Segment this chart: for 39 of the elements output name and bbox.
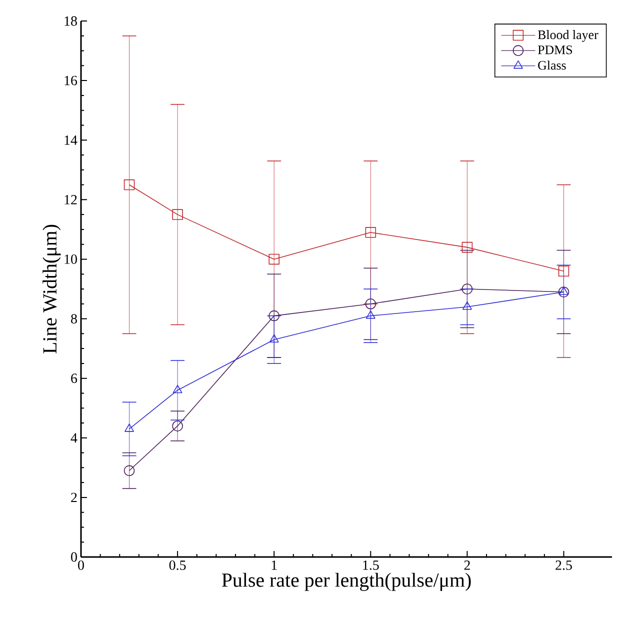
point	[559, 286, 568, 295]
point	[462, 284, 473, 294]
point	[558, 286, 570, 298]
point	[268, 310, 280, 322]
y-tick-label: 2	[71, 492, 77, 502]
x-tick-label: 2	[464, 560, 470, 570]
point	[462, 242, 473, 253]
legend-label: Blood layer	[538, 30, 598, 42]
point	[366, 310, 376, 319]
point	[172, 209, 183, 220]
point	[268, 254, 280, 265]
y-tick-label: 6	[71, 374, 78, 384]
y-tick-label: 10	[64, 254, 77, 264]
x-tick-label: 0	[78, 560, 84, 570]
x-tick-label: 2.5	[556, 560, 572, 570]
y-tick-label: 14	[64, 135, 78, 145]
point	[462, 301, 472, 310]
y-tick-label: 8	[71, 314, 77, 324]
point	[172, 420, 183, 432]
point	[269, 334, 279, 343]
point	[558, 266, 570, 277]
y-tick-label: 12	[64, 195, 77, 204]
y-axis-title: Line Width(μm)	[42, 224, 61, 354]
point	[124, 424, 134, 432]
x-axis-title: Pulse rate per length(pulse/μm)	[222, 572, 471, 591]
point	[365, 227, 376, 238]
y-tick-label: 4	[70, 433, 78, 442]
legend-label: PDMS	[538, 46, 572, 54]
x-tick-label: 0.5	[169, 560, 186, 570]
point	[124, 465, 135, 476]
y-tick-label: 18	[64, 16, 77, 26]
x-tick-label: 1	[272, 560, 277, 570]
legend-label: Glass	[538, 60, 566, 70]
y-tick-label: 0	[71, 552, 77, 562]
point	[124, 179, 135, 190]
point	[172, 384, 182, 394]
point	[365, 298, 376, 310]
y-tick-label: 16	[64, 76, 78, 86]
x-tick-label: 1.5	[363, 560, 379, 570]
